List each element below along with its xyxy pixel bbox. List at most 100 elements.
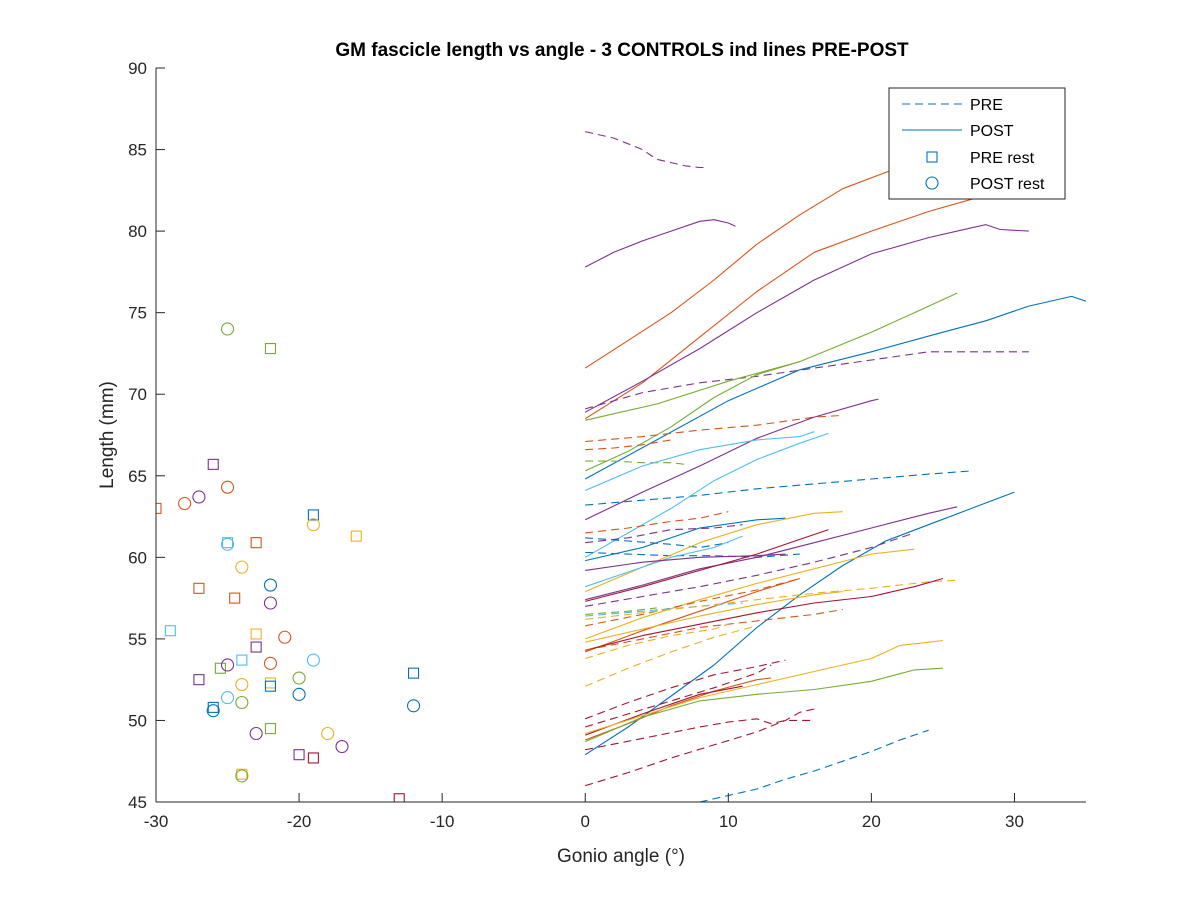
post-rest-point <box>292 687 306 701</box>
pre-rest-point <box>236 654 248 666</box>
post-series-line <box>585 577 800 653</box>
post-rest-point <box>192 490 206 504</box>
pre-series-line <box>584 625 758 687</box>
pre-series-line <box>585 608 843 651</box>
x-tick-label: 30 <box>1005 812 1024 831</box>
pre-rest-point <box>156 502 162 514</box>
pre-rest-point <box>250 537 262 549</box>
legend-label: PRE <box>970 97 1003 114</box>
legend-label: PRE rest <box>970 150 1035 167</box>
post-series-line <box>584 431 815 492</box>
y-tick-label: 65 <box>128 467 147 486</box>
post-series-line <box>585 529 829 602</box>
pre-series-line <box>585 659 786 720</box>
pre-series-line <box>585 414 843 443</box>
y-axis-label: Length (mm) <box>97 381 118 489</box>
pre-series-line <box>585 551 800 558</box>
post-series-line <box>584 295 1086 480</box>
pre-rest-point <box>193 582 205 594</box>
post-rest-point <box>220 691 235 705</box>
pre-series-line <box>585 708 815 787</box>
post-series-line <box>584 398 879 521</box>
pre-series-line <box>585 602 743 617</box>
post-rest-point <box>220 658 235 672</box>
legend: PRE POST PRE rest POST rest <box>888 87 1066 200</box>
pre-rest-point <box>350 530 362 542</box>
pre-rest-point <box>264 680 277 692</box>
post-series-line <box>585 591 843 643</box>
post-rest-point <box>235 560 249 574</box>
legend-pre-rest-swatch <box>926 151 938 163</box>
post-rest-point <box>220 322 235 336</box>
legend-label: POST <box>970 123 1014 140</box>
post-series-line <box>584 219 736 268</box>
post-series-line <box>585 639 943 735</box>
pre-rest-point <box>229 592 241 604</box>
pre-series-line <box>585 470 972 506</box>
pre-series-line <box>585 524 743 544</box>
y-tick-label: 75 <box>128 304 147 323</box>
pre-series-line <box>585 623 729 660</box>
x-tick-label: 20 <box>862 812 881 831</box>
y-tick-label: 55 <box>128 630 147 649</box>
post-series-line <box>584 511 843 593</box>
pre-rest-point <box>214 662 226 674</box>
series-group <box>156 131 1086 802</box>
pre-rest-point <box>393 793 405 802</box>
y-tick-label: 50 <box>128 711 147 730</box>
x-tick-label: -10 <box>430 812 455 831</box>
pre-series-line <box>585 607 657 615</box>
y-tick-label: 90 <box>128 59 147 78</box>
y-tick-label: 70 <box>128 385 147 404</box>
x-tick-label: -20 <box>287 812 312 831</box>
post-rest-point <box>292 671 306 685</box>
chart-title: GM fascicle length vs angle - 3 CONTROLS… <box>335 40 909 61</box>
post-rest-point <box>321 726 335 741</box>
post-rest-point <box>306 653 320 667</box>
x-tick-label: -30 <box>144 812 169 831</box>
post-rest-point <box>406 699 421 713</box>
pre-rest-point <box>307 509 319 521</box>
pre-rest-point <box>250 641 262 653</box>
pre-series-line <box>585 579 958 620</box>
post-rest-point <box>306 518 320 532</box>
data-layer <box>156 131 1086 802</box>
post-series-line <box>584 224 1029 413</box>
post-series-line <box>585 535 743 588</box>
x-tick-label: 10 <box>719 812 738 831</box>
post-rest-point <box>206 704 220 718</box>
pre-rest-point <box>164 625 176 637</box>
post-series-line <box>585 548 915 640</box>
post-rest-point <box>263 578 278 592</box>
legend-post-rest-swatch <box>925 176 939 190</box>
y-tick-label: 85 <box>128 141 147 160</box>
post-series-line <box>584 432 829 558</box>
post-series-line <box>585 577 944 651</box>
pre-rest-point <box>207 458 219 470</box>
pre-series-line <box>585 511 729 534</box>
post-series-line <box>585 506 958 601</box>
pre-rest-point <box>250 628 262 640</box>
pre-series-line <box>699 729 929 802</box>
post-rest-point <box>235 769 249 783</box>
y-tick-label: 60 <box>128 548 147 567</box>
post-rest-point <box>263 596 278 610</box>
post-rest-point <box>263 656 278 670</box>
x-axis-label: Gonio angle (°) <box>557 846 685 867</box>
y-tick-label: 45 <box>128 793 147 812</box>
post-rest-point <box>249 726 263 741</box>
post-rest-point <box>335 739 349 754</box>
pre-series-line <box>585 577 800 627</box>
post-series-line <box>584 361 800 472</box>
pre-series-line <box>585 351 1029 410</box>
pre-series-line <box>585 532 915 607</box>
pre-rest-point <box>407 667 420 679</box>
pre-rest-point <box>307 752 319 764</box>
pre-series-line <box>585 460 686 465</box>
post-series-line <box>584 191 1015 420</box>
pre-series-line <box>585 664 772 728</box>
post-series-line <box>585 292 958 421</box>
pre-rest-point <box>264 723 277 735</box>
x-axis-ticks: -30 -20 -10 0 10 20 30 <box>144 793 1024 831</box>
